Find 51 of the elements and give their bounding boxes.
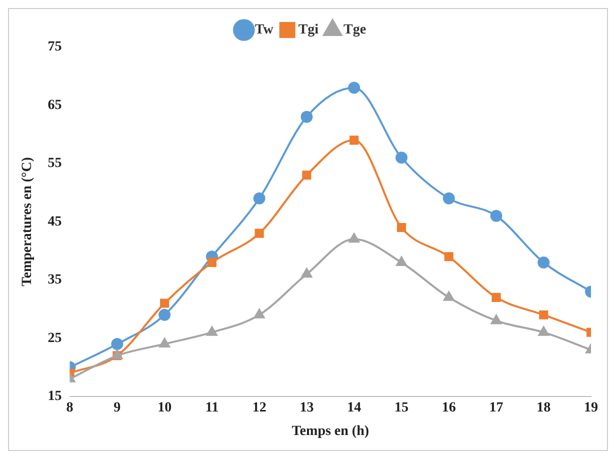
x-tick-label: 17 (489, 400, 504, 416)
legend-label: Tw (254, 22, 274, 38)
x-tick-label: 10 (158, 400, 172, 416)
point (538, 256, 550, 268)
x-tick-label: 8 (66, 400, 74, 416)
x-tick-label: 16 (442, 400, 456, 416)
point (207, 258, 216, 267)
point (350, 136, 359, 145)
x-axis-title: Temps en (h) (292, 424, 370, 440)
y-tick-label: 35 (48, 272, 62, 288)
x-tick-label: 12 (252, 400, 266, 416)
y-tick-label: 55 (48, 156, 62, 172)
point (253, 192, 266, 204)
point (444, 291, 454, 301)
x-tick-label: 13 (300, 400, 314, 416)
point (160, 298, 170, 308)
point (206, 326, 218, 336)
point (159, 338, 170, 348)
x-tick-label: 11 (205, 400, 219, 416)
point (300, 110, 313, 123)
x-tick-label: 18 (536, 400, 551, 416)
y-axis-title: Temperatures en (°C) (20, 156, 36, 286)
legend-label: Tgi (298, 22, 319, 38)
y-tick-label: 65 (48, 98, 62, 113)
x-tick-label: 14 (347, 400, 362, 416)
y-tick-label: 45 (48, 214, 62, 230)
x-tick-label: 19 (584, 400, 598, 416)
y-tick-label: 25 (48, 330, 62, 346)
point (301, 268, 312, 278)
point (442, 192, 455, 204)
point (254, 228, 264, 238)
point (348, 233, 360, 243)
point (302, 170, 312, 180)
point (444, 252, 454, 262)
point (490, 314, 502, 324)
point (348, 82, 360, 94)
y-tick-label: 15 (48, 389, 62, 404)
x-tick-label: 9 (114, 400, 121, 416)
y-tick-label: 75 (48, 40, 62, 55)
point (395, 152, 408, 164)
point (396, 256, 407, 266)
point (158, 308, 171, 321)
point (111, 338, 124, 350)
point (254, 308, 265, 318)
point (396, 222, 406, 232)
point (490, 210, 502, 222)
point (492, 292, 501, 302)
legend-label: Tge (344, 22, 366, 38)
point (539, 310, 548, 320)
point (538, 326, 549, 336)
x-tick-label: 15 (394, 400, 408, 416)
